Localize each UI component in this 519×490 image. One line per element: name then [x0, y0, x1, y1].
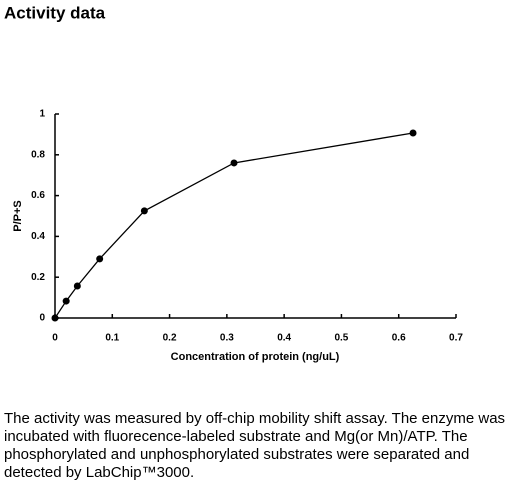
data-point [140, 207, 148, 215]
x-tick-label: 0.4 [277, 333, 291, 344]
x-tick-label: 0.1 [105, 333, 119, 344]
data-point [51, 314, 59, 322]
x-axis-label: Concentration of protein (ng/uL) [171, 351, 340, 363]
y-tick-label: 0.6 [31, 190, 45, 201]
x-tick-label: 0.7 [449, 333, 463, 344]
data-point [62, 297, 70, 305]
y-axis-label: P/P+S [12, 200, 24, 232]
y-tick-label: 0.4 [31, 231, 45, 242]
y-tick-label: 1 [39, 109, 45, 120]
data-point [96, 255, 104, 263]
x-tick-label: 0.3 [220, 333, 234, 344]
y-tick-label: 0.2 [31, 272, 45, 283]
x-tick-label: 0.2 [163, 333, 177, 344]
data-point [73, 282, 81, 290]
page-title: Activity data [4, 3, 106, 22]
description: The activity was measured by off-chip mo… [4, 410, 506, 481]
y-tick-label: 0.8 [31, 149, 45, 160]
data-point [409, 129, 417, 137]
data-point [230, 159, 238, 167]
y-tick-label: 0 [39, 313, 45, 324]
x-tick-label: 0.6 [392, 333, 406, 344]
x-tick-label: 0 [52, 333, 58, 344]
x-tick-label: 0.5 [334, 333, 348, 344]
chart: Activity data Concentration of protein (… [4, 3, 463, 363]
